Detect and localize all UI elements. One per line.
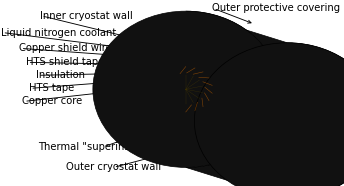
Ellipse shape [197,57,333,171]
Ellipse shape [196,78,250,124]
Polygon shape [186,55,277,139]
Polygon shape [186,67,250,124]
Ellipse shape [197,49,344,186]
Ellipse shape [197,60,319,163]
Ellipse shape [118,32,254,147]
Polygon shape [186,50,290,147]
Text: HTS shield tape: HTS shield tape [26,57,104,67]
Polygon shape [186,73,235,115]
Ellipse shape [197,82,235,115]
Polygon shape [186,26,344,179]
Text: Thermal "superinsulation": Thermal "superinsulation" [38,142,169,152]
Ellipse shape [159,67,213,112]
Polygon shape [186,38,319,163]
Ellipse shape [152,61,219,118]
Text: Copper core: Copper core [22,96,83,106]
Ellipse shape [111,26,261,152]
Ellipse shape [194,43,344,186]
Text: Liquid nitrogen coolant: Liquid nitrogen coolant [1,28,116,38]
Text: Copper shield wire: Copper shield wire [19,43,112,53]
Ellipse shape [197,64,304,155]
Ellipse shape [132,44,239,135]
Text: Insulation: Insulation [36,70,85,80]
Polygon shape [186,61,263,131]
Text: Inner cryostat wall: Inner cryostat wall [40,11,132,21]
Polygon shape [186,20,344,186]
Text: HTS tape: HTS tape [29,83,74,93]
Polygon shape [186,32,333,171]
Polygon shape [186,11,344,186]
Ellipse shape [139,50,233,129]
Ellipse shape [197,71,277,139]
Ellipse shape [125,38,247,141]
Ellipse shape [146,55,226,123]
Ellipse shape [104,20,268,158]
Text: Outer cryostat wall: Outer cryostat wall [66,162,161,172]
Polygon shape [186,44,304,155]
Ellipse shape [166,73,205,106]
Ellipse shape [196,75,263,131]
Text: Outer protective covering: Outer protective covering [212,3,340,13]
Ellipse shape [197,53,344,179]
Ellipse shape [197,68,290,147]
Ellipse shape [93,11,279,167]
